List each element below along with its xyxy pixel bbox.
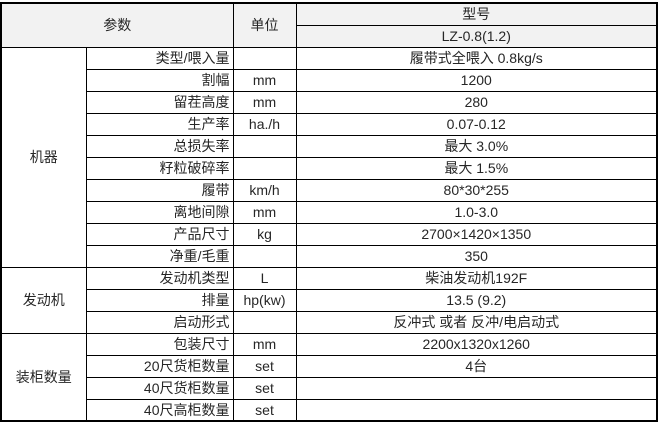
table-row: 生产率 ha./h 0.07-0.12: [1, 112, 658, 136]
table-row: 排量 hp(kw) 13.5 (9.2): [1, 288, 658, 312]
unit-cell: [232, 156, 297, 180]
param-name-cell: 籽粒破碎率: [85, 156, 234, 180]
unit-cell: mm: [232, 68, 297, 92]
value-cell: 350: [295, 244, 658, 268]
table-row: 净重/毛重 350: [1, 244, 658, 268]
value-cell: [295, 376, 658, 400]
param-name-cell: 40尺货柜数量: [85, 376, 234, 400]
group-cell-engine: 发动机: [0, 266, 87, 334]
table-row: 割幅 mm 1200: [1, 68, 658, 92]
unit-cell: mm: [232, 332, 297, 356]
value-cell: 2700×1420×1350: [295, 222, 658, 246]
param-name-cell: 生产率: [85, 112, 234, 136]
unit-cell: [232, 310, 297, 334]
unit-cell: set: [232, 354, 297, 378]
header-row-2: LZ-0.8(1.2): [1, 24, 658, 48]
value-cell: 2200x1320x1260: [295, 332, 658, 356]
unit-cell: kg: [232, 222, 297, 246]
param-name-cell: 发动机类型: [85, 266, 234, 290]
value-cell: 13.5 (9.2): [295, 288, 658, 312]
unit-cell: ha./h: [232, 112, 297, 136]
param-name-cell: 排量: [85, 288, 234, 312]
param-name-cell: 履带: [85, 178, 234, 202]
value-cell: 80*30*255: [295, 178, 658, 202]
table-row: 启动形式 反冲式 或者 反冲/电启动式: [1, 310, 658, 334]
value-cell: 0.07-0.12: [295, 112, 658, 136]
param-name-cell: 20尺货柜数量: [85, 354, 234, 378]
value-cell: 280: [295, 90, 658, 114]
header-cell-model: 型号: [295, 2, 658, 26]
unit-cell: km/h: [232, 178, 297, 202]
param-name-cell: 割幅: [85, 68, 234, 92]
value-cell: 反冲式 或者 反冲/电启动式: [295, 310, 658, 334]
value-cell: 最大 1.5%: [295, 156, 658, 180]
table-row: 40尺货柜数量 set: [1, 376, 658, 400]
unit-cell: L: [232, 266, 297, 290]
param-name-cell: 40尺高柜数量: [85, 398, 234, 422]
unit-cell: hp(kw): [232, 288, 297, 312]
table-row: 留茬高度 mm 280: [1, 90, 658, 114]
header-cell-unit: 单位: [232, 2, 297, 48]
table-row: 产品尺寸 kg 2700×1420×1350: [1, 222, 658, 246]
table-row: 离地间隙 mm 1.0-3.0: [1, 200, 658, 224]
header-cell-model-value: LZ-0.8(1.2): [295, 24, 658, 48]
table-row: 装柜数量 包装尺寸 mm 2200x1320x1260: [0, 332, 658, 422]
value-cell: 柴油发动机192F: [295, 266, 658, 290]
spec-table: 参数 单位 型号 LZ-0.8(1.2) 机器 类型/喂入量 履带式全喂入 0.…: [0, 2, 658, 422]
value-cell: 1.0-3.0: [295, 200, 658, 224]
table-row: 履带 km/h 80*30*255: [1, 178, 658, 202]
table-row: 机器 类型/喂入量 履带式全喂入 0.8kg/s: [0, 46, 658, 268]
header-cell-param: 参数: [0, 2, 234, 48]
value-cell: [295, 398, 658, 422]
unit-cell: mm: [232, 90, 297, 114]
table-row: 发动机 发动机类型 L 柴油发动机192F: [0, 266, 658, 334]
table-row: 籽粒破碎率 最大 1.5%: [1, 156, 658, 180]
value-cell: 1200: [295, 68, 658, 92]
table-row: 20尺货柜数量 set 4台: [1, 354, 658, 378]
param-name-cell: 净重/毛重: [85, 244, 234, 268]
unit-cell: [232, 134, 297, 158]
param-name-cell: 启动形式: [85, 310, 234, 334]
unit-cell: set: [232, 376, 297, 400]
header-row-1: 参数 单位 型号: [0, 2, 658, 48]
param-name-cell: 类型/喂入量: [85, 46, 234, 70]
unit-cell: [232, 46, 297, 70]
unit-cell: set: [232, 398, 297, 422]
unit-cell: mm: [232, 200, 297, 224]
param-name-cell: 总损失率: [85, 134, 234, 158]
param-name-cell: 产品尺寸: [85, 222, 234, 246]
group-cell-machine: 机器: [0, 46, 87, 268]
param-name-cell: 留茬高度: [85, 90, 234, 114]
value-cell: 最大 3.0%: [295, 134, 658, 158]
unit-cell: [232, 244, 297, 268]
table-row: 40尺高柜数量 set: [1, 398, 658, 422]
param-name-cell: 离地间隙: [85, 200, 234, 224]
table-row: 总损失率 最大 3.0%: [1, 134, 658, 158]
group-cell-container: 装柜数量: [0, 332, 87, 422]
value-cell: 履带式全喂入 0.8kg/s: [295, 46, 658, 70]
param-name-cell: 包装尺寸: [85, 332, 234, 356]
value-cell: 4台: [295, 354, 658, 378]
